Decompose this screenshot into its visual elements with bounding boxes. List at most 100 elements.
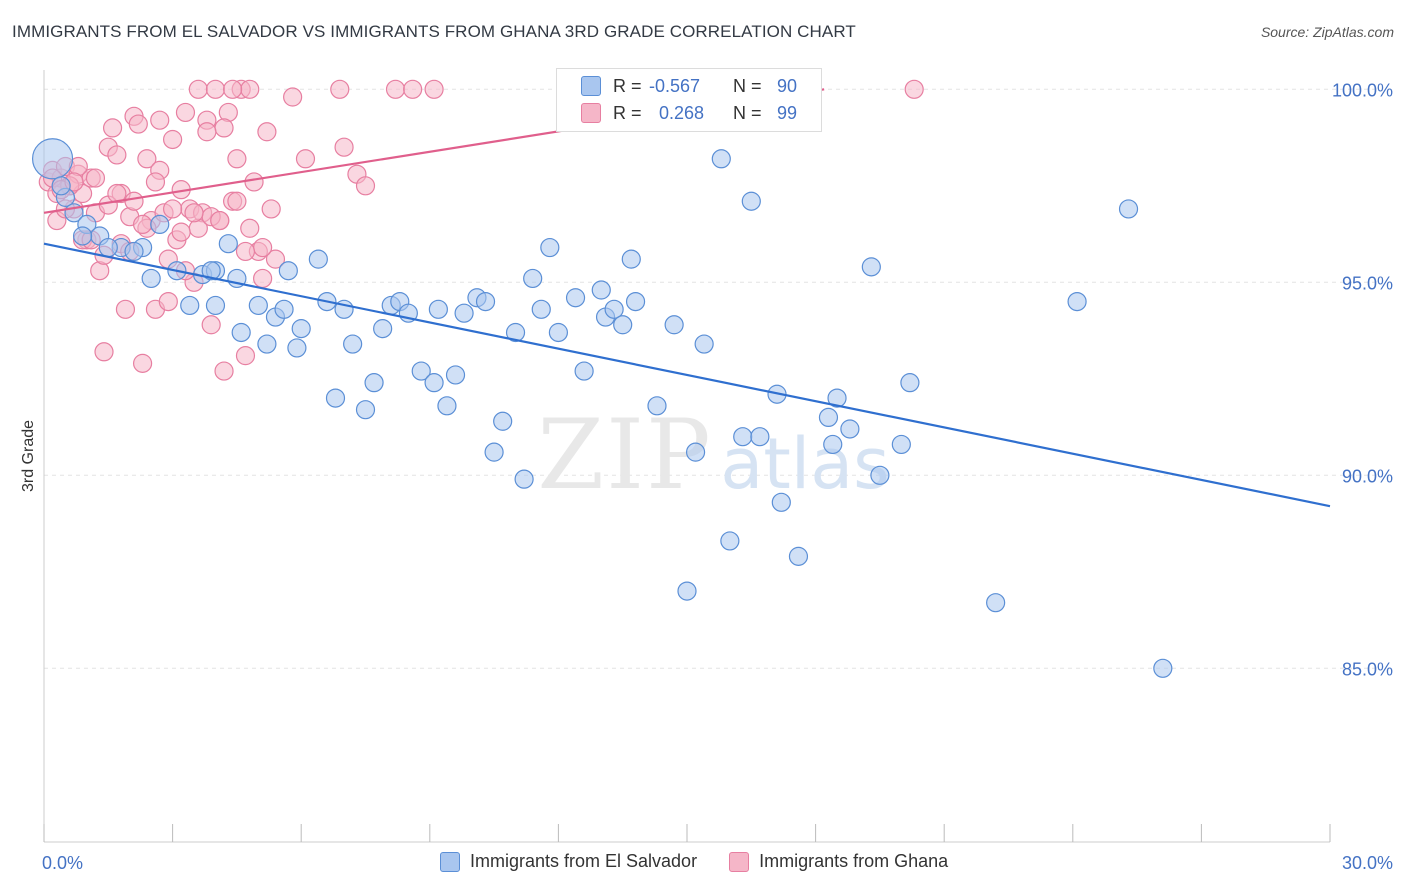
data-point xyxy=(265,249,286,269)
data-point xyxy=(257,334,277,354)
data-point xyxy=(124,191,144,211)
y-tick-label: 100.0% xyxy=(1332,80,1393,100)
data-point xyxy=(711,149,731,169)
stats-swatch-blue xyxy=(581,76,601,96)
data-point xyxy=(261,199,281,219)
data-point xyxy=(201,315,221,335)
data-point xyxy=(214,118,234,138)
data-point xyxy=(891,434,911,455)
data-point xyxy=(325,388,346,408)
data-point xyxy=(171,222,191,242)
data-point xyxy=(235,241,256,262)
y-tick-label: 95.0% xyxy=(1342,273,1393,293)
data-point xyxy=(128,114,148,134)
data-point xyxy=(364,373,384,393)
data-point xyxy=(986,593,1006,613)
data-point xyxy=(137,149,157,169)
data-point xyxy=(540,237,560,258)
watermark-zip: ZIP xyxy=(537,399,712,511)
data-point xyxy=(343,334,363,354)
data-point xyxy=(574,361,594,381)
data-point xyxy=(334,137,354,157)
legend-item-el-salvador[interactable]: Immigrants from El Salvador xyxy=(440,851,697,872)
data-point xyxy=(428,299,448,319)
data-point xyxy=(253,268,273,289)
y-axis-title: 3rd Grade xyxy=(20,420,37,492)
data-point xyxy=(475,292,496,312)
data-point xyxy=(132,353,153,373)
data-point xyxy=(505,322,526,343)
data-point xyxy=(373,319,393,339)
data-point xyxy=(240,218,260,238)
y-tick-label: 90.0% xyxy=(1342,466,1393,486)
data-point xyxy=(235,346,256,366)
data-point xyxy=(677,581,697,601)
stats-box: R = -0.567 N = 90 R = 0.268 N = 99 xyxy=(556,68,822,132)
data-point xyxy=(291,319,311,339)
data-point xyxy=(437,396,457,416)
data-point xyxy=(621,249,641,269)
data-point xyxy=(188,79,208,99)
data-point xyxy=(403,79,423,99)
data-point xyxy=(355,176,376,196)
data-point xyxy=(257,122,277,142)
data-point xyxy=(197,122,217,142)
data-point xyxy=(514,469,534,489)
data-point xyxy=(274,299,294,319)
data-point xyxy=(244,172,264,192)
data-point xyxy=(150,110,170,130)
legend: Immigrants from El Salvador Immigrants f… xyxy=(440,851,948,872)
data-point xyxy=(823,434,843,455)
stats-r-label: R = xyxy=(613,75,642,96)
stats-r-label: R = xyxy=(613,102,642,123)
data-point xyxy=(818,407,839,427)
data-point xyxy=(218,234,238,254)
data-point xyxy=(411,361,431,381)
data-point xyxy=(141,268,161,289)
data-point xyxy=(385,79,406,99)
data-point xyxy=(1118,199,1139,219)
series-el-salvador xyxy=(31,87,1173,678)
data-point xyxy=(85,168,106,188)
data-point xyxy=(287,338,307,358)
data-point xyxy=(308,249,328,269)
data-point xyxy=(132,214,153,234)
chart-title: IMMIGRANTS FROM EL SALVADOR VS IMMIGRANT… xyxy=(12,22,856,41)
data-point xyxy=(523,268,543,289)
data-point xyxy=(201,261,221,281)
data-point xyxy=(750,427,770,447)
data-point xyxy=(904,79,924,99)
data-point xyxy=(150,214,170,234)
data-point xyxy=(175,102,196,123)
tick-labels: 100.0% 95.0% 90.0% 85.0% 0.0% 30.0% 3rd Grade xyxy=(20,80,1393,873)
data-point xyxy=(733,427,753,447)
data-point xyxy=(51,176,71,196)
data-point xyxy=(685,442,706,462)
data-point xyxy=(102,118,123,138)
data-point xyxy=(870,465,890,485)
data-point xyxy=(664,315,684,335)
data-point xyxy=(548,322,569,343)
data-point xyxy=(1067,292,1087,312)
data-point xyxy=(295,149,316,169)
data-point xyxy=(158,292,178,312)
source-label: Source: ZipAtlas.com xyxy=(1260,24,1394,40)
data-point xyxy=(283,87,303,107)
data-point xyxy=(330,79,350,99)
data-point xyxy=(840,419,860,439)
data-point xyxy=(180,295,200,316)
data-point xyxy=(240,79,260,99)
data-point xyxy=(184,203,204,223)
data-point xyxy=(355,400,376,420)
data-point xyxy=(115,299,136,319)
data-point xyxy=(72,226,93,246)
data-point xyxy=(424,373,444,393)
data-point xyxy=(694,334,714,354)
data-point xyxy=(253,237,273,258)
legend-item-ghana[interactable]: Immigrants from Ghana xyxy=(729,851,948,872)
data-point xyxy=(31,138,74,180)
data-point xyxy=(647,396,667,416)
data-point xyxy=(107,183,127,204)
data-point xyxy=(107,145,127,165)
y-tick-label: 85.0% xyxy=(1342,659,1393,679)
